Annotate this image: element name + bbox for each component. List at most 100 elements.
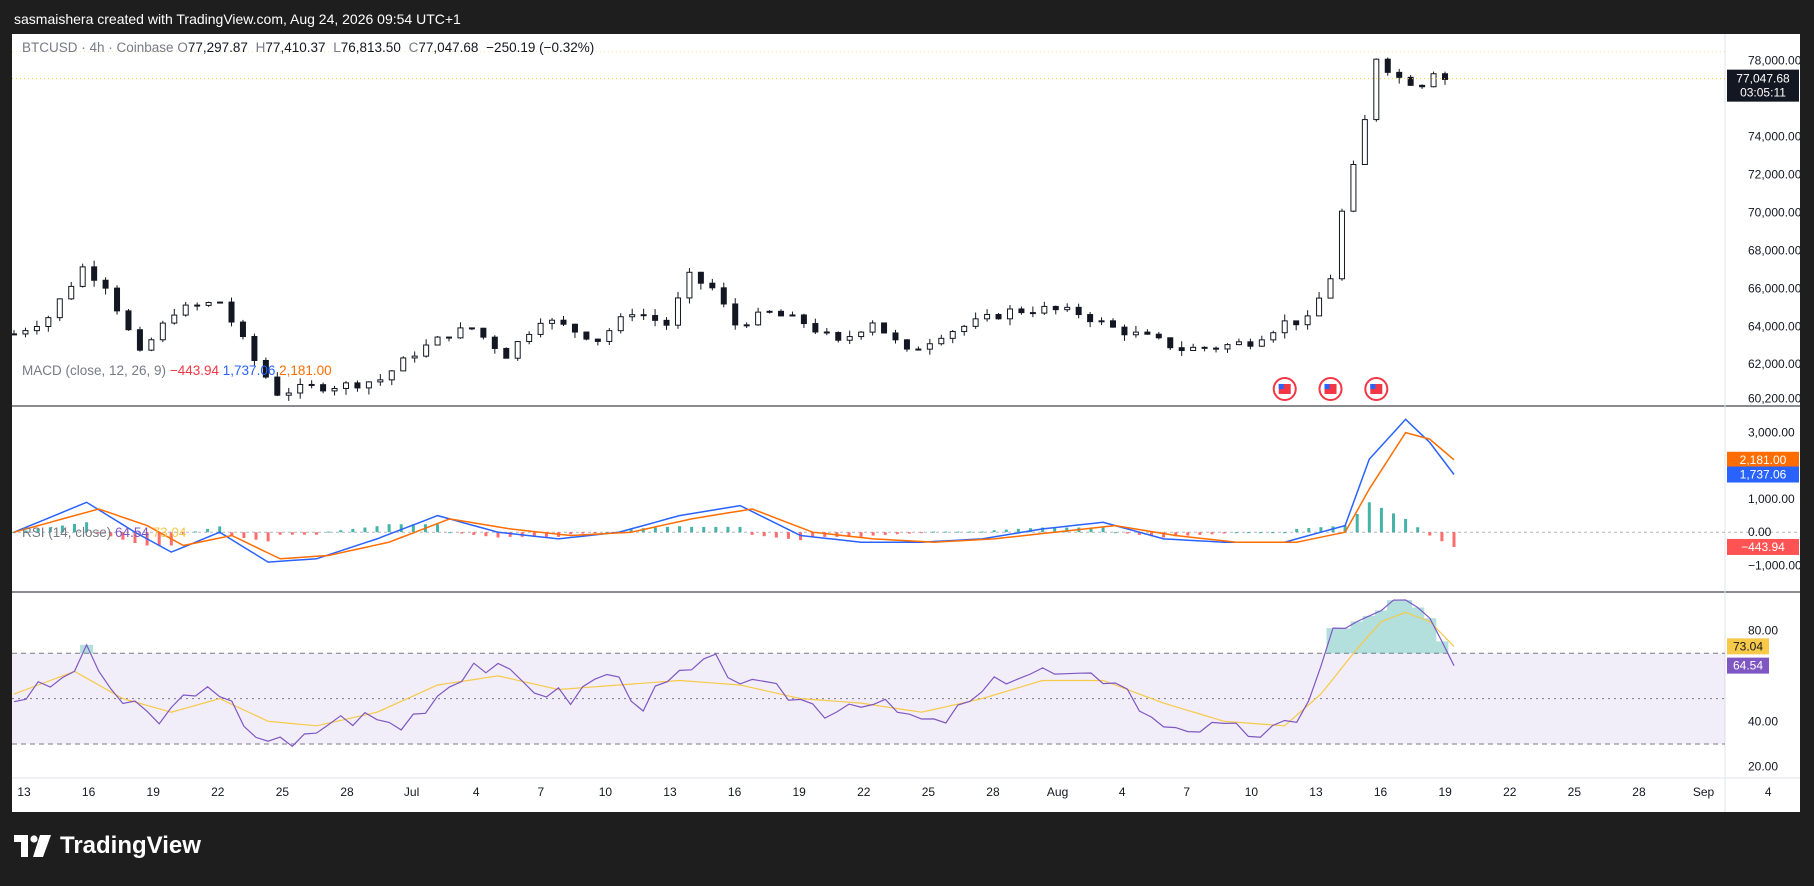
time-axis-tick: 13 <box>1309 785 1323 799</box>
chart-svg[interactable]: 60,200.00 62,000.00 64,000.00 66,000.00 68,0… <box>12 34 1800 812</box>
macd-histogram-bar <box>1137 532 1141 535</box>
macd-histogram-bar <box>653 527 657 533</box>
candle-body <box>1373 58 1380 121</box>
time-axis-tick: 16 <box>82 785 96 799</box>
candle-body <box>1407 76 1414 86</box>
macd-histogram-bar <box>1041 527 1045 533</box>
rsi-axis-tick: 20.00 <box>1748 760 1778 774</box>
macd-histogram-bar <box>1065 527 1069 533</box>
macd-histogram-bar <box>920 532 924 534</box>
macd-histogram-bar <box>1319 527 1323 533</box>
price-candle <box>984 309 991 322</box>
macd-histogram-bar <box>1089 527 1093 533</box>
candle-body <box>1350 163 1357 212</box>
macd-histogram-bar <box>24 530 28 533</box>
price-candle <box>606 328 613 346</box>
macd-histogram-bar <box>460 532 464 534</box>
macd-histogram-bar <box>1174 532 1178 537</box>
rsi-ma-value: 73.04 <box>152 525 187 540</box>
price-candle <box>45 315 52 332</box>
price-candle <box>285 387 292 401</box>
price-candle <box>1041 301 1048 315</box>
macd-hist-last-text: −443.94 <box>1741 540 1785 554</box>
price-candle <box>239 319 246 340</box>
symbol-label[interactable]: BTCUSD · 4h · Coinbase <box>22 40 174 55</box>
macd-histogram-bar <box>1367 502 1371 533</box>
price-candle <box>217 301 224 304</box>
candle-body <box>45 317 52 327</box>
price-candle <box>1338 208 1345 281</box>
price-candle <box>411 351 418 363</box>
price-candle <box>903 339 910 352</box>
time-axis-tick: 19 <box>793 785 807 799</box>
price-candle <box>377 374 384 386</box>
price-candle <box>1098 317 1105 326</box>
open-label: O <box>177 40 188 55</box>
macd-last-text: 1,737.06 <box>1740 468 1787 482</box>
price-candle <box>1407 75 1414 86</box>
candle-body <box>1327 278 1334 299</box>
candle-body <box>239 321 246 338</box>
candle-body <box>125 310 132 331</box>
rsi-name[interactable]: RSI (14, close) <box>22 525 112 540</box>
price-candle <box>571 323 578 338</box>
candle-body <box>1316 297 1323 317</box>
time-axis-tick: 25 <box>1568 785 1582 799</box>
price-candle <box>961 324 968 336</box>
tradingview-brand[interactable]: TradingView <box>14 832 201 860</box>
price-candle <box>171 308 178 325</box>
candle-body <box>1430 73 1437 88</box>
time-axis-tick: Jul <box>404 785 419 799</box>
candle-body <box>411 355 418 359</box>
price-candle <box>583 331 590 341</box>
time-axis-tick: 7 <box>1183 785 1190 799</box>
price-candle <box>194 302 201 311</box>
price-candle <box>159 320 166 343</box>
macd-signal-value: 2,181.00 <box>279 363 332 378</box>
candle-body <box>915 348 922 351</box>
candle-body <box>663 319 670 326</box>
open-value: 77,297.87 <box>187 40 248 55</box>
price-candle <box>1293 320 1300 331</box>
macd-histogram-bar <box>206 528 210 533</box>
chart-area[interactable]: 60,200.00 62,000.00 64,000.00 66,000.00 68,0… <box>12 34 1800 812</box>
price-candle <box>743 322 750 329</box>
candle-body <box>33 325 40 332</box>
macd-signal-last-text: 2,181.00 <box>1740 453 1787 467</box>
price-candle <box>79 263 86 288</box>
close-label: C <box>408 40 419 55</box>
candle-body <box>171 314 178 324</box>
macd-histogram-bar <box>786 532 790 539</box>
flag-canton <box>1278 384 1284 389</box>
low-label: L <box>333 40 341 55</box>
price-candle <box>308 380 315 389</box>
macd-histogram-bar <box>1113 532 1117 534</box>
price-candle <box>365 381 372 395</box>
macd-histogram-bar <box>1198 532 1202 535</box>
price-candle <box>251 333 258 367</box>
time-axis-tick: 22 <box>211 785 225 799</box>
macd-axis-tick: 3,000.00 <box>1748 426 1795 440</box>
candle-body <box>251 336 258 361</box>
candle-body <box>869 322 876 333</box>
macd-histogram-bar <box>339 530 343 533</box>
candle-body <box>697 271 704 284</box>
price-candle <box>1201 346 1208 352</box>
low-value: 76,813.50 <box>340 40 401 55</box>
time-axis-tick: 19 <box>147 785 161 799</box>
macd-histogram-bar <box>738 526 742 533</box>
price-candle <box>1006 305 1013 326</box>
macd-histogram-bar <box>290 532 294 535</box>
macd-name[interactable]: MACD (close, 12, 26, 9) <box>22 363 167 378</box>
macd-line <box>13 418 1455 563</box>
macd-histogram-bar <box>230 532 234 537</box>
macd-histogram-bar <box>1210 532 1214 535</box>
flag-canton <box>1324 384 1330 389</box>
flag-stripes <box>1324 384 1337 394</box>
price-candle <box>1132 325 1139 338</box>
macd-histogram-bar <box>944 531 948 533</box>
tradingview-logo-icon <box>14 835 51 857</box>
macd-histogram-bar <box>1186 532 1190 536</box>
macd-histogram-bar <box>532 532 536 537</box>
candle-body <box>1110 320 1117 328</box>
